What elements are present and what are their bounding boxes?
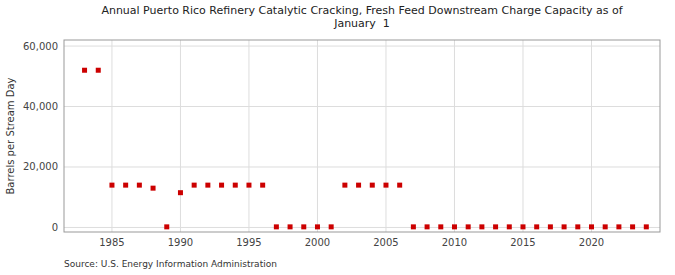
plot-frame xyxy=(64,40,660,232)
point xyxy=(192,183,197,188)
point xyxy=(123,183,128,188)
point xyxy=(151,186,156,191)
title: Annual Puerto Rico Refinery Catalytic Cr… xyxy=(101,4,623,30)
point xyxy=(246,183,251,188)
grid-line xyxy=(64,166,660,167)
point xyxy=(548,224,553,229)
point xyxy=(82,68,87,73)
point xyxy=(137,183,142,188)
grid-line xyxy=(64,227,660,228)
point xyxy=(274,224,279,229)
grid-line xyxy=(64,106,660,107)
grid-line xyxy=(180,40,181,232)
tick-label: 1990 xyxy=(168,237,193,248)
point xyxy=(616,224,621,229)
point xyxy=(356,183,361,188)
point xyxy=(589,224,594,229)
point xyxy=(315,224,320,229)
grid-line xyxy=(385,40,386,232)
chart: Annual Puerto Rico Refinery Catalytic Cr… xyxy=(0,0,675,275)
point xyxy=(178,190,183,195)
point xyxy=(233,183,238,188)
grid-line xyxy=(454,40,455,232)
grid-line xyxy=(317,40,318,232)
point xyxy=(370,183,375,188)
point xyxy=(575,224,580,229)
tick-label: 2010 xyxy=(442,237,467,248)
tick-label: 2020 xyxy=(579,237,604,248)
grid-line xyxy=(111,40,112,232)
grid-line xyxy=(522,40,523,232)
point xyxy=(219,183,224,188)
annotation: Source: U.S. Energy Information Administ… xyxy=(64,259,277,269)
points xyxy=(82,68,649,230)
point xyxy=(288,224,293,229)
tick-label: 0 xyxy=(52,222,58,233)
point xyxy=(397,183,402,188)
point xyxy=(466,224,471,229)
point xyxy=(603,224,608,229)
tick-label: 2015 xyxy=(510,237,535,248)
tick-label: 2005 xyxy=(373,237,398,248)
grid-line xyxy=(248,40,249,232)
point xyxy=(329,224,334,229)
tick-label: 40,000 xyxy=(23,101,58,112)
point xyxy=(507,224,512,229)
point xyxy=(562,224,567,229)
point xyxy=(520,224,525,229)
grid-line xyxy=(591,40,592,232)
tick-label: 2000 xyxy=(305,237,330,248)
tick-label: 1985 xyxy=(99,237,124,248)
point xyxy=(493,224,498,229)
point xyxy=(438,224,443,229)
point xyxy=(164,224,169,229)
grid-line xyxy=(64,46,660,47)
point xyxy=(96,68,101,73)
point xyxy=(425,224,430,229)
point xyxy=(411,224,416,229)
point xyxy=(109,183,114,188)
tick-label: 60,000 xyxy=(23,41,58,52)
point xyxy=(301,224,306,229)
point xyxy=(534,224,539,229)
point xyxy=(260,183,265,188)
point xyxy=(205,183,210,188)
point xyxy=(479,224,484,229)
tick-label: 20,000 xyxy=(23,161,58,172)
point xyxy=(452,224,457,229)
point xyxy=(644,224,649,229)
y-axis-label: Barrels per Stream Day xyxy=(5,77,16,194)
point xyxy=(342,183,347,188)
point xyxy=(630,224,635,229)
tick-label: 1995 xyxy=(236,237,261,248)
point xyxy=(383,183,388,188)
